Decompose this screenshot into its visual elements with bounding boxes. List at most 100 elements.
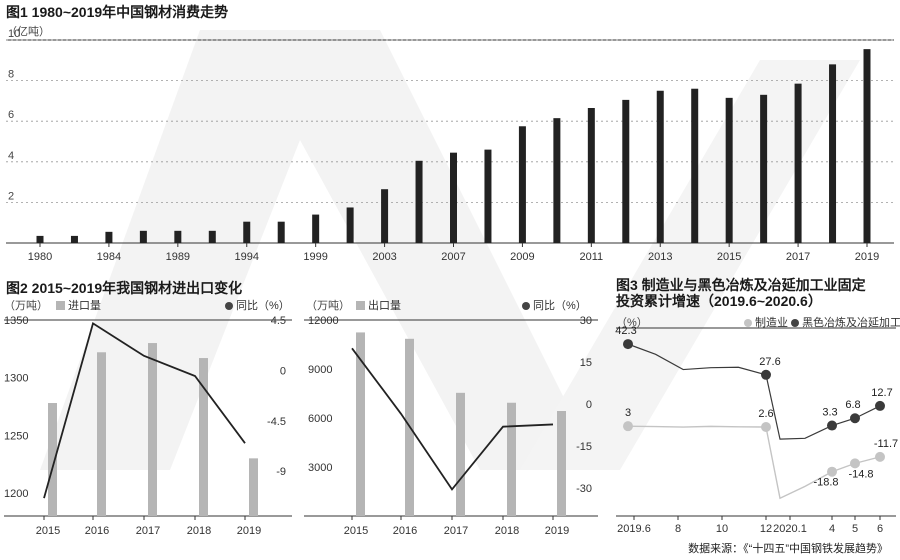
fig3-marker-dark: [827, 420, 837, 431]
fig2-import-xtick-label: 2019: [237, 525, 261, 537]
fig2-export-line: [351, 347, 554, 491]
legend-dot-dark-icon: [791, 319, 800, 327]
fig3-marker-dark: [623, 339, 633, 350]
fig3-marker-dark: [761, 369, 771, 380]
fig2-export-ytick-left: 12000: [308, 315, 339, 327]
fig1-ytick-label: 4: [8, 150, 14, 162]
fig3-data-label-light: 3: [625, 407, 631, 419]
fig3-legend-dark-label: 黑色冶炼及冶延加工: [802, 317, 900, 329]
fig1-xtick-label: 2017: [786, 251, 810, 263]
fig2-import-ytick-left: 1200: [4, 488, 28, 500]
fig2-export-xtick-label: 2018: [495, 525, 519, 537]
fig2-import-xtick-label: 2016: [85, 525, 109, 537]
fig3-chart: 2019.6 8 10 12 2020.1 4 5 6 3 2.6 -18.8 -14.8 -11.7 4…: [615, 325, 898, 535]
fig1-bar: [381, 189, 389, 243]
fig1-xtick-label: 1999: [303, 251, 327, 263]
fig2-export-ytick-right: 0: [586, 399, 592, 411]
fig1-bar: [346, 207, 354, 243]
fig2-export-ytick-left: 6000: [308, 413, 332, 425]
fig2-import-bar: [148, 343, 157, 516]
fig3-legend-light-label: 制造业: [755, 317, 788, 329]
fig2a-unit: （万吨）: [4, 300, 48, 312]
fig2-export-bar: [456, 392, 465, 516]
fig1-bar: [725, 97, 733, 243]
fig1-ytick-label: 10: [8, 28, 20, 40]
fig2-export-bar: [356, 332, 365, 516]
fig2-import-bar: [97, 352, 106, 516]
fig1-bar: [243, 221, 251, 243]
data-source: 数据来源：《“十四五”中国钢铁发展趋势》: [688, 543, 888, 555]
legend-square-icon: [56, 301, 65, 310]
fig2-import-ytick-right: -4.5: [267, 416, 286, 428]
fig1-xtick-label: 2009: [510, 251, 534, 263]
fig3-marker-light: [623, 421, 633, 432]
fig2-export-xtick-label: 2017: [444, 525, 468, 537]
fig2b-legend-line: 同比（%）: [522, 297, 587, 313]
fig1-bar: [70, 235, 78, 243]
fig2-export-ytick-left: 3000: [308, 462, 332, 474]
fig1-title: 图1 1980~2019年中国钢材消费走势: [6, 4, 229, 20]
fig1-ytick-label: 8: [8, 69, 14, 81]
fig3-data-label-dark: 27.6: [759, 356, 780, 368]
fig1-bar: [794, 83, 802, 244]
fig1-xtick-label: 2019: [855, 251, 879, 263]
fig1-xtick-label: 2015: [717, 251, 741, 263]
fig1-bar: [312, 214, 320, 243]
fig3-marker-light: [875, 451, 885, 462]
fig3-data-label-dark: 3.3: [822, 407, 837, 419]
fig2-import-xtick-label: 2015: [36, 525, 60, 537]
fig3-marker-light: [850, 458, 860, 469]
fig3-xtick-label: 12: [760, 523, 772, 535]
fig1-bar: [484, 149, 492, 243]
fig3-unit: （%）: [616, 317, 648, 329]
fig3-data-label-light: -18.8: [813, 477, 838, 489]
legend-dot-icon: [225, 302, 233, 310]
fig2-import-bar: [199, 358, 208, 516]
fig1-bar: [518, 126, 526, 243]
fig1-xtick-label: 1994: [235, 251, 259, 263]
fig3-data-label-light: -11.7: [874, 438, 898, 450]
fig2-import-ytick-right: -9: [276, 466, 286, 478]
fig3-legend: 制造业 黑色冶炼及冶延加工: [744, 314, 900, 330]
fig1-bar: [105, 231, 113, 243]
fig2b-legend-line-label: 同比（%）: [533, 300, 587, 312]
fig3-xtick-label: 4: [829, 523, 835, 535]
fig2b-legend-bar-label: 出口量: [368, 300, 401, 312]
fig2-export-bar: [557, 410, 566, 516]
fig2-import-line: [43, 321, 246, 499]
fig3-xtick-label: 2019.6: [617, 523, 651, 535]
legend-dot-light-icon: [744, 319, 752, 327]
fig3-data-label-dark: 42.3: [615, 325, 636, 337]
fig2-import-chart: 1200 1250 1300 1350 4.5 0 -4.5 -9 2015 2016 2017 20…: [4, 315, 292, 537]
fig1-xtick-label: 2013: [648, 251, 672, 263]
fig1-xtick-label: 1984: [97, 251, 121, 263]
fig2a-legend-bar-label: 进口量: [68, 300, 101, 312]
legend-dot-icon: [522, 302, 530, 310]
fig2-export-ytick-right: 30: [580, 315, 592, 327]
fig2-import-bar: [249, 458, 258, 516]
fig2-export-xtick-label: 2016: [393, 525, 417, 537]
fig2-export-ytick-right: 15: [580, 357, 592, 369]
fig3-xtick-label: 8: [675, 523, 681, 535]
fig2-export-ytick-right: -15: [576, 441, 592, 453]
fig2-export-xtick-label: 2019: [545, 525, 569, 537]
fig2-export-ytick-right: -30: [576, 483, 592, 495]
fig1-bar: [587, 108, 595, 243]
fig3-xtick-label: 10: [716, 523, 728, 535]
fig2b-unit: （万吨）: [306, 300, 350, 312]
fig3-title-line2: 投资累计增速（2019.6~2020.6）: [616, 293, 822, 309]
fig2a-legend-line-label: 同比（%）: [236, 300, 290, 312]
fig2-import-ytick-left: 1250: [4, 430, 28, 442]
fig2a-legend-line: 同比（%）: [225, 297, 290, 313]
fig2-export-ytick-left: 9000: [308, 364, 332, 376]
fig3-line-dark: [627, 343, 881, 440]
fig1-bar: [139, 230, 147, 243]
fig2-export-bar: [507, 402, 516, 516]
fig2-import-ytick-right: 0: [280, 365, 286, 377]
fig3-xtick-label: 5: [852, 523, 858, 535]
fig1-chart: 2 4 6 8 10 1980 1984 1989 1994 1999 2003 2007 2009 20…: [6, 28, 894, 263]
fig1-bar: [656, 90, 664, 243]
fig2b-legend-bar: 出口量: [356, 297, 401, 313]
fig2a-legend-bar: 进口量: [56, 297, 101, 313]
